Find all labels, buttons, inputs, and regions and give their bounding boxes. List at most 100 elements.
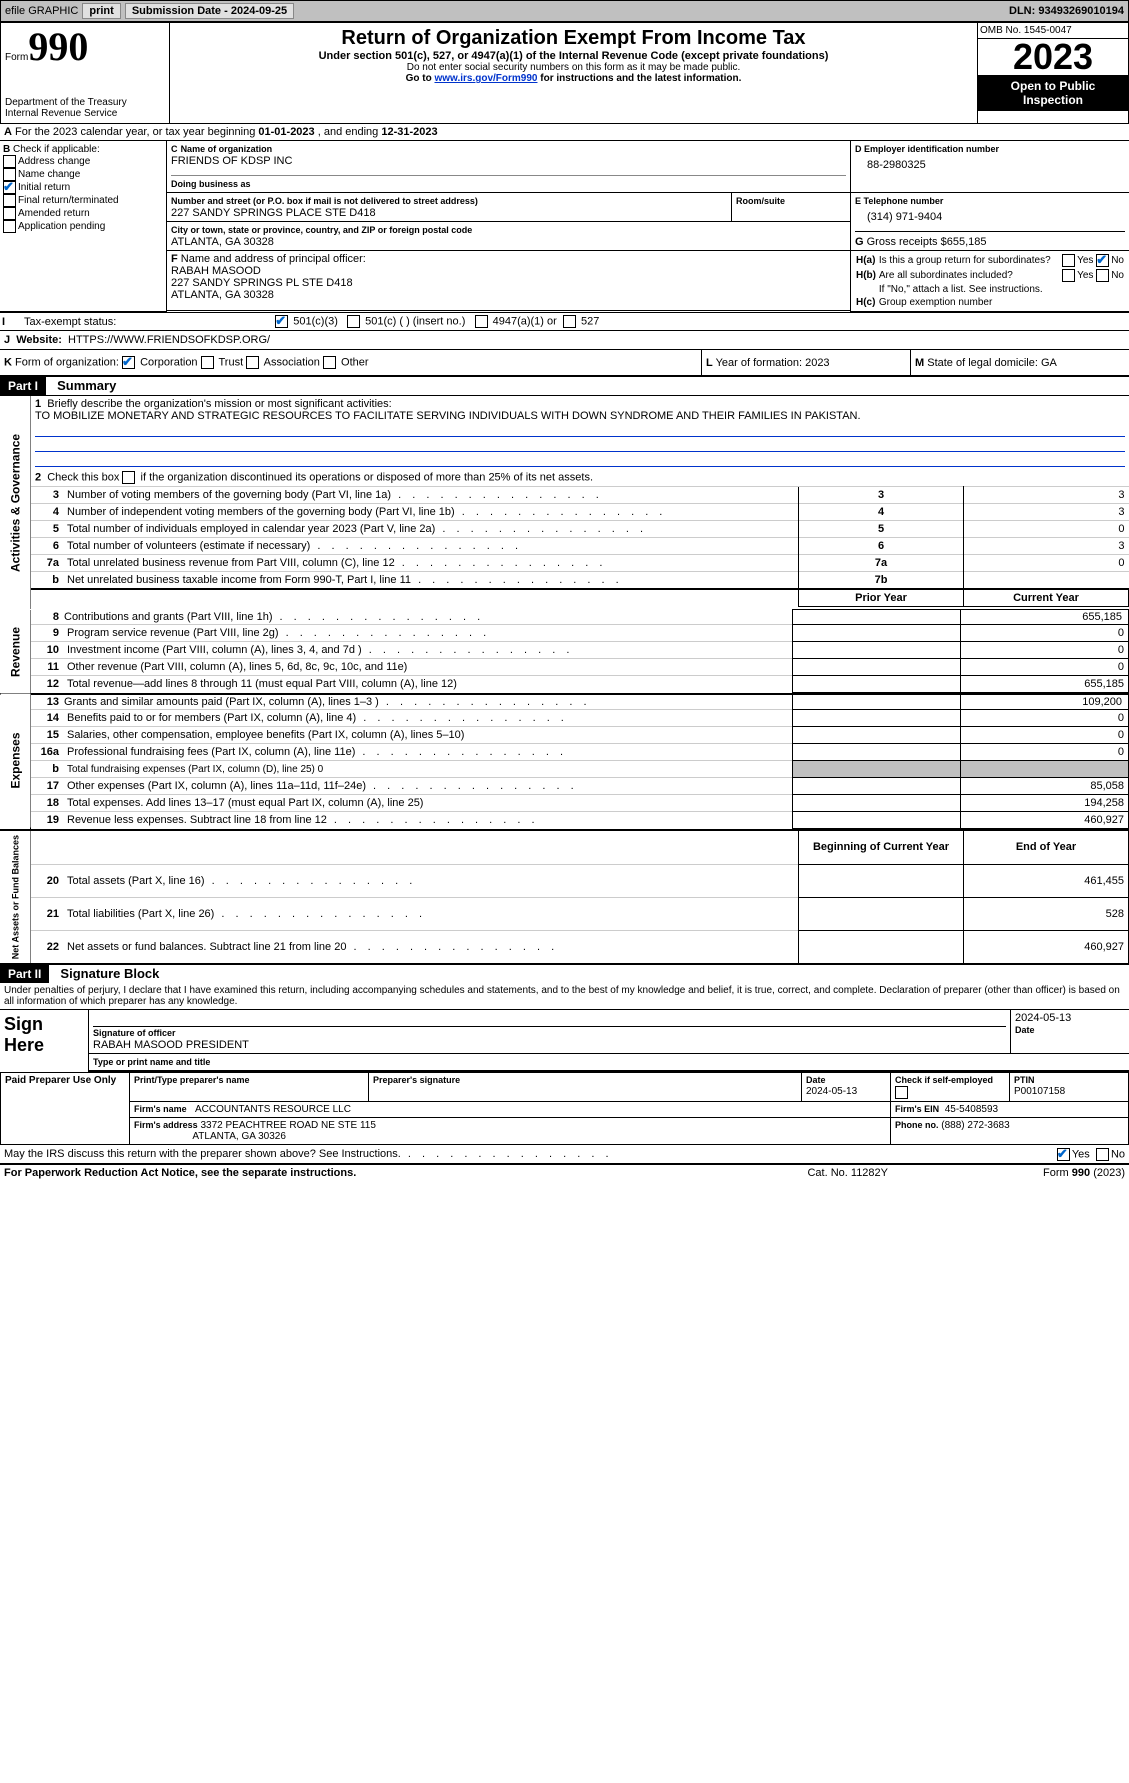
paid-preparer-label: Paid Preparer Use Only — [1, 1073, 130, 1145]
line-6: 6 Total number of volunteers (estimate i… — [0, 538, 1129, 555]
line8-current: 655,185 — [961, 610, 1129, 625]
line-3: 3 Number of voting members of the govern… — [0, 487, 1129, 504]
section-f-officer: F Name and address of principal officer:… — [167, 251, 851, 311]
line-7b: b Net unrelated business taxable income … — [0, 572, 1129, 590]
initial-return-checkbox[interactable] — [3, 181, 16, 194]
section-e-g: E Telephone number (314) 971-9404 G Gros… — [851, 193, 1129, 251]
vlabel-revenue: Revenue — [0, 610, 31, 693]
ein-value: 88-2980325 — [855, 155, 1125, 171]
section-klm: K Form of organization: Corporation Trus… — [0, 350, 1129, 377]
501c-checkbox[interactable] — [347, 315, 360, 328]
discuss-line: May the IRS discuss this return with the… — [0, 1145, 1129, 1165]
other-checkbox[interactable] — [323, 356, 336, 369]
efile-label: efile GRAPHIC — [5, 5, 78, 17]
website-url: HTTPS://WWW.FRIENDSOFKDSP.ORG/ — [68, 334, 270, 346]
form-number: 990 — [28, 24, 88, 69]
gross-receipts: 655,185 — [947, 236, 987, 248]
ptin-value: P00107158 — [1014, 1086, 1065, 1097]
org-city: ATLANTA, GA 30328 — [171, 236, 274, 248]
irs-link[interactable]: www.irs.gov/Form990 — [434, 73, 537, 84]
officer-name: RABAH MASOOD — [171, 265, 261, 277]
discuss-yes-checkbox[interactable] — [1057, 1148, 1070, 1161]
phone-value: (314) 971-9404 — [855, 207, 1125, 231]
line-2: 2 Check this box if the organization dis… — [31, 469, 1129, 487]
vlabel-governance: Activities & Governance — [0, 396, 31, 609]
paid-preparer-block: Paid Preparer Use Only Print/Type prepar… — [0, 1072, 1129, 1145]
line-11: 11Other revenue (Part VIII, column (A), … — [0, 659, 1129, 676]
section-i-status: I Tax-exempt status: 501(c)(3) 501(c) ( … — [0, 312, 1129, 330]
501c3-checkbox[interactable] — [275, 315, 288, 328]
form-id-cell: Form990 Department of the Treasury Inter… — [1, 23, 170, 124]
line-9: 9Program service revenue (Part VIII, lin… — [0, 625, 1129, 642]
form-header: Form990 Department of the Treasury Inter… — [0, 22, 1129, 124]
instructions-link-line: Go to www.irs.gov/Form990 for instructio… — [174, 73, 973, 84]
self-employed-checkbox[interactable] — [895, 1086, 908, 1099]
line2-checkbox[interactable] — [122, 471, 135, 484]
firm-phone: (888) 272-3683 — [941, 1120, 1009, 1131]
sign-date: 2024-05-13 — [1015, 1012, 1125, 1024]
omb-year-cell: OMB No. 1545-0047 2023 Open to PublicIns… — [978, 23, 1129, 124]
section-c-name: C Name of organization FRIENDS OF KDSP I… — [167, 141, 851, 193]
part-i-header: Part I Summary — [0, 377, 1129, 396]
top-toolbar: efile GRAPHIC print Submission Date - 20… — [0, 0, 1129, 22]
irs-label: Internal Revenue Service — [5, 108, 165, 119]
application-pending-checkbox[interactable] — [3, 220, 16, 233]
final-return-checkbox[interactable] — [3, 194, 16, 207]
tax-year-end: 12-31-2023 — [381, 126, 437, 138]
catalog-number: Cat. No. 11282Y — [755, 1165, 940, 1181]
sign-here-block: Sign Here Signature of officer RABAH MAS… — [0, 1010, 1129, 1072]
section-c-address: Number and street (or P.O. box if mail i… — [167, 193, 851, 251]
line-7a: 7a Total unrelated business revenue from… — [0, 555, 1129, 572]
section-d-ein: D Employer identification number 88-2980… — [851, 141, 1129, 193]
revenue-block: Revenue 8 Contributions and grants (Part… — [0, 609, 1129, 693]
expenses-block: Expenses 13 Grants and similar amounts p… — [0, 693, 1129, 829]
submission-date-badge: Submission Date - 2024-09-25 — [125, 3, 294, 19]
discuss-no-checkbox[interactable] — [1096, 1148, 1109, 1161]
firm-name: ACCOUNTANTS RESOURCE LLC — [195, 1104, 351, 1115]
4947-checkbox[interactable] — [475, 315, 488, 328]
ha-no-checkbox[interactable] — [1096, 254, 1109, 267]
line-1-mission: 1 Briefly describe the organization's mi… — [31, 396, 1129, 469]
amended-return-checkbox[interactable] — [3, 207, 16, 220]
vlabel-expenses: Expenses — [0, 694, 31, 829]
section-h: H(a)Is this a group return for subordina… — [851, 251, 1129, 312]
tax-year-begin: 01-01-2023 — [258, 126, 314, 138]
hb-no-checkbox[interactable] — [1096, 269, 1109, 282]
line-12: 12Total revenue—add lines 8 through 11 (… — [0, 676, 1129, 693]
org-name: FRIENDS OF KDSP INC — [171, 155, 292, 167]
formation-year: 2023 — [805, 357, 829, 369]
assoc-checkbox[interactable] — [246, 356, 259, 369]
corp-checkbox[interactable] — [122, 356, 135, 369]
sign-here-label: Sign Here — [0, 1010, 89, 1071]
line-4: 4 Number of independent voting members o… — [0, 504, 1129, 521]
firm-ein: 45-5408593 — [945, 1104, 998, 1115]
treasury-dept: Department of the Treasury — [5, 97, 165, 108]
officer-signature-name: RABAH MASOOD PRESIDENT — [93, 1039, 249, 1051]
dln-label: DLN: 93493269010194 — [1009, 5, 1124, 17]
ssn-note: Do not enter social security numbers on … — [174, 62, 973, 73]
prior-current-header: Prior Year Current Year — [0, 589, 1129, 607]
trust-checkbox[interactable] — [201, 356, 214, 369]
domicile-state: GA — [1041, 357, 1057, 369]
perjury-statement: Under penalties of perjury, I declare th… — [0, 983, 1129, 1010]
line-5: 5 Total number of individuals employed i… — [0, 521, 1129, 538]
print-button[interactable]: print — [82, 3, 120, 19]
hb-yes-checkbox[interactable] — [1062, 269, 1075, 282]
vlabel-netassets: Net Assets or Fund Balances — [0, 830, 31, 964]
form-title: Return of Organization Exempt From Incom… — [174, 27, 973, 50]
part-i-body: Activities & Governance 1 Briefly descri… — [0, 396, 1129, 609]
netassets-block: Net Assets or Fund Balances Beginning of… — [0, 829, 1129, 965]
address-change-checkbox[interactable] — [3, 155, 16, 168]
527-checkbox[interactable] — [563, 315, 576, 328]
page-footer: For Paperwork Reduction Act Notice, see … — [0, 1165, 1129, 1181]
org-street: 227 SANDY SPRINGS PLACE STE D418 — [171, 207, 376, 219]
mission-text: TO MOBILIZE MONETARY AND STRATEGIC RESOU… — [35, 410, 861, 422]
part-ii-header: Part II Signature Block — [0, 965, 1129, 983]
section-b-checkboxes: B Check if applicable: Address change Na… — [0, 141, 167, 312]
form-subtitle: Under section 501(c), 527, or 4947(a)(1)… — [174, 50, 973, 62]
section-a-tax-year: A For the 2023 calendar year, or tax yea… — [0, 124, 1129, 141]
form-title-cell: Return of Organization Exempt From Incom… — [170, 23, 978, 124]
section-j-website: J Website: HTTPS://WWW.FRIENDSOFKDSP.ORG… — [0, 330, 1129, 350]
entity-block: B Check if applicable: Address change Na… — [0, 141, 1129, 312]
ha-yes-checkbox[interactable] — [1062, 254, 1075, 267]
